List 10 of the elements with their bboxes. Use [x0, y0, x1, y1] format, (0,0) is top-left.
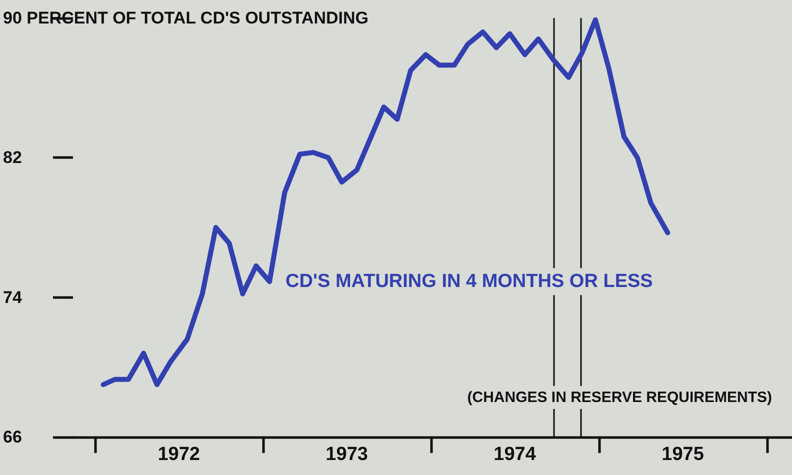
- annotation: (CHANGES IN RESERVE REQUIREMENTS): [467, 389, 772, 406]
- y-tick-label: 90 PERCENT OF TOTAL CD'S OUTSTANDING: [3, 8, 368, 28]
- x-tick-label: 1972: [158, 444, 200, 465]
- y-tick-label: 82: [3, 148, 22, 168]
- x-tick-label: 1973: [326, 444, 368, 465]
- y-tick-label: 74: [3, 288, 22, 307]
- x-tick-label: 1974: [494, 444, 536, 465]
- series-label: CD'S MATURING IN 4 MONTHS OR LESS: [286, 271, 653, 292]
- y-tick-label: 66: [3, 428, 22, 446]
- x-tick-label: 1975: [662, 444, 704, 465]
